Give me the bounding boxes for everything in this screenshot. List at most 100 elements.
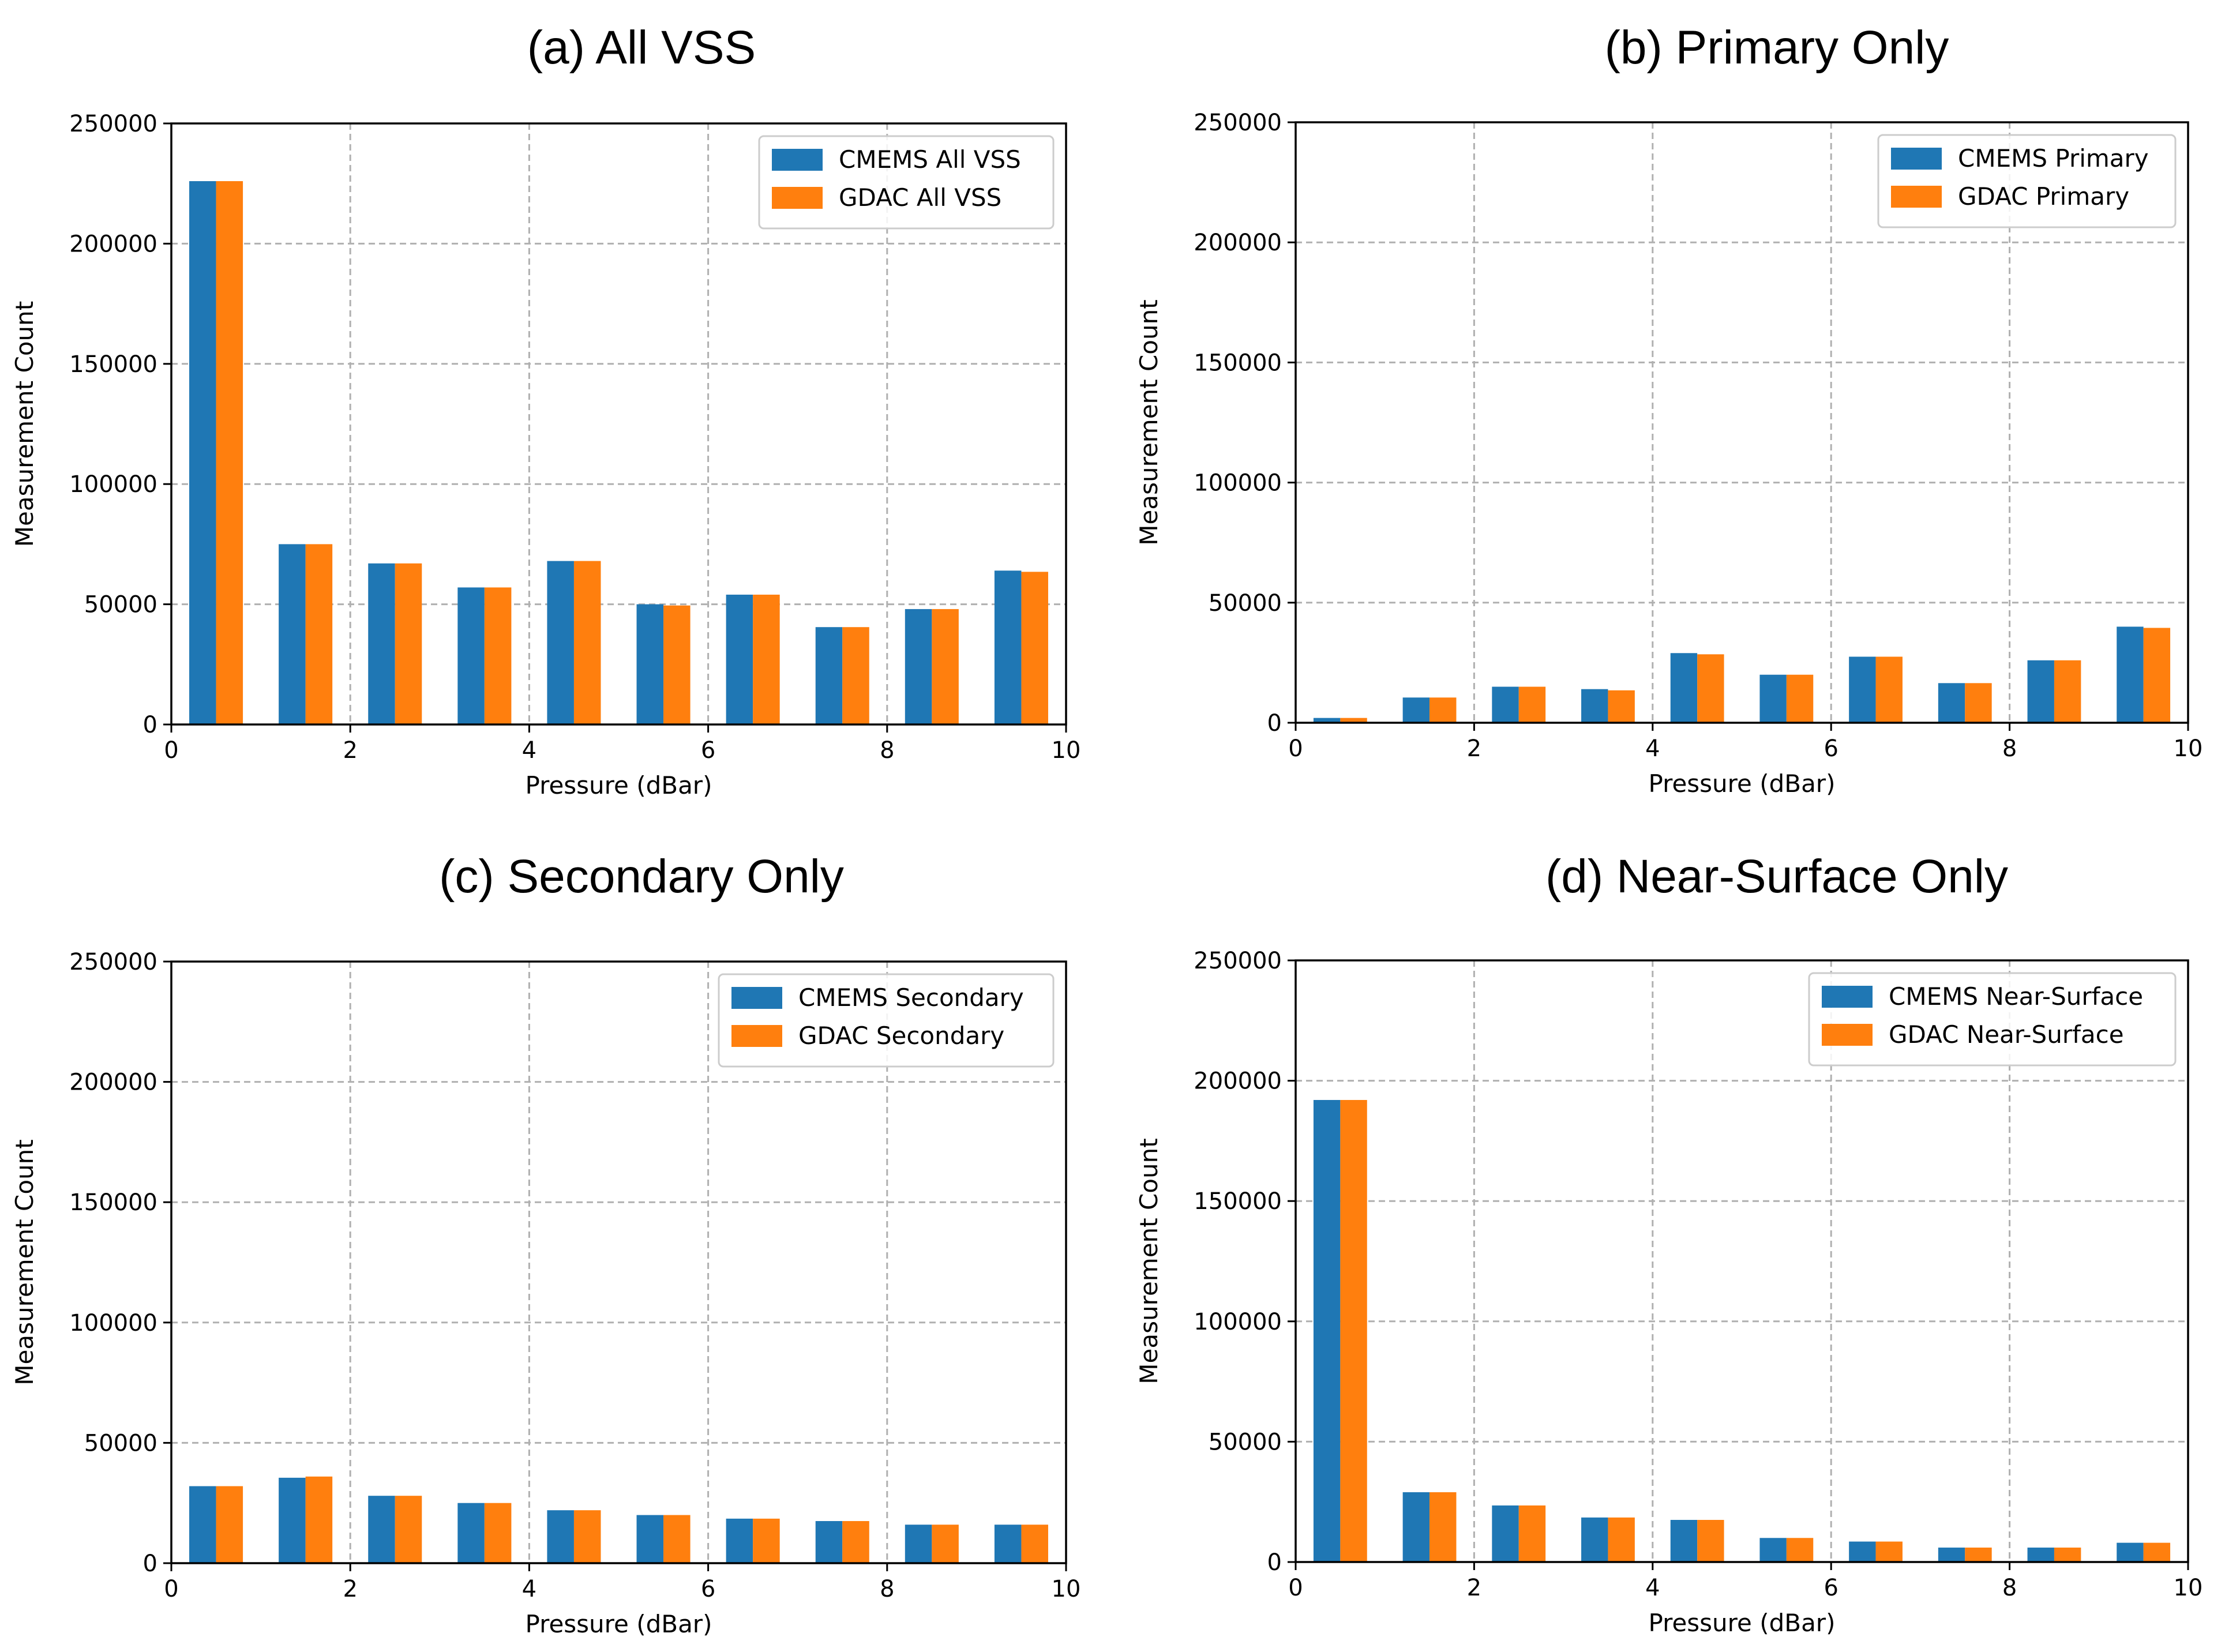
x-axis-label: Pressure (dBar) xyxy=(526,1610,712,1638)
bar-gdac xyxy=(2054,660,2081,723)
x-tick-label: 2 xyxy=(343,737,357,764)
bar-gdac xyxy=(1518,686,1546,723)
y-tick-label: 100000 xyxy=(1194,470,1282,497)
bar-cmems xyxy=(815,1520,843,1563)
bar-cmems xyxy=(189,181,216,725)
y-tick-label: 50000 xyxy=(1209,590,1282,617)
x-axis-label: Pressure (dBar) xyxy=(526,771,712,799)
x-tick-label: 0 xyxy=(164,737,178,764)
chart-panel-2: (b) Primary Only 0 2 4 6 8 10 0 50000 100000 15000… xyxy=(1135,21,2203,798)
bar-gdac xyxy=(1697,654,1724,723)
legend-swatch xyxy=(731,1025,782,1047)
bar-gdac xyxy=(305,1476,333,1563)
bar-cmems xyxy=(1492,686,1519,723)
bar-cmems xyxy=(726,1518,753,1563)
y-tick-label: 200000 xyxy=(1194,1068,1282,1095)
bar-gdac xyxy=(395,563,422,724)
x-tick-label: 4 xyxy=(1645,735,1660,762)
x-tick-label: 6 xyxy=(1823,1575,1838,1601)
chart-title: (c) Secondary Only xyxy=(439,850,844,903)
y-tick-label: 0 xyxy=(143,712,157,738)
bar-cmems xyxy=(1670,653,1698,723)
x-tick-label: 8 xyxy=(880,1576,894,1602)
axes-frame xyxy=(170,122,1067,726)
y-tick-label: 250000 xyxy=(1194,110,1282,136)
x-tick-label: 4 xyxy=(522,1576,536,1602)
bar-gdac xyxy=(1429,697,1457,723)
legend-label: GDAC Secondary xyxy=(798,1022,1004,1050)
bar-gdac xyxy=(842,1520,869,1563)
x-tick-label: 4 xyxy=(1645,1575,1660,1601)
bar-gdac xyxy=(1340,718,1367,723)
y-tick-label: 250000 xyxy=(69,949,157,975)
y-tick-label: 0 xyxy=(1267,1549,1282,1576)
legend-label: GDAC Primary xyxy=(1958,182,2129,211)
bar-gdac xyxy=(1340,1099,1367,1562)
legend-box xyxy=(718,973,1055,1068)
bar-gdac xyxy=(1965,683,1992,723)
x-tick-label: 6 xyxy=(701,1576,715,1602)
y-axis-label: Measurement Count xyxy=(10,1139,39,1385)
legend-label: GDAC All VSS xyxy=(839,183,1001,212)
bar-gdac xyxy=(1518,1505,1546,1562)
legend-box xyxy=(1808,972,2177,1067)
bar-cmems xyxy=(279,1477,306,1563)
x-tick-label: 2 xyxy=(343,1576,357,1602)
x-tick-label: 10 xyxy=(1052,1576,1081,1602)
bar-gdac xyxy=(1965,1547,1992,1562)
bar-gdac xyxy=(573,1510,601,1563)
bar-gdac xyxy=(663,1515,691,1563)
bar-gdac xyxy=(1786,674,1814,723)
bar-cmems xyxy=(726,594,753,724)
y-tick-label: 200000 xyxy=(69,1069,157,1096)
legend-swatch xyxy=(731,987,782,1009)
x-tick-label: 8 xyxy=(2002,735,2017,762)
bar-gdac xyxy=(216,1486,243,1563)
y-tick-label: 150000 xyxy=(1194,350,1282,376)
legend-label: GDAC Near-Surface xyxy=(1889,1020,2124,1049)
bar-cmems xyxy=(636,1515,664,1563)
bar-cmems xyxy=(1313,718,1341,723)
y-tick-label: 0 xyxy=(143,1550,157,1577)
y-tick-label: 250000 xyxy=(1194,948,1282,974)
bar-gdac xyxy=(1608,1517,1635,1562)
x-tick-label: 2 xyxy=(1467,1575,1481,1601)
x-tick-label: 4 xyxy=(522,737,536,764)
bar-cmems xyxy=(2027,1547,2054,1562)
bar-gdac xyxy=(1875,656,1903,723)
bar-gdac xyxy=(573,561,601,724)
x-axis-label: Pressure (dBar) xyxy=(1649,1609,1836,1637)
bar-gdac xyxy=(932,1525,959,1563)
x-tick-label: 10 xyxy=(2174,1575,2203,1601)
bar-gdac xyxy=(932,609,959,724)
bar-cmems xyxy=(1402,1492,1430,1562)
x-tick-label: 0 xyxy=(1288,1575,1303,1601)
y-tick-label: 200000 xyxy=(69,231,157,257)
axes-frame xyxy=(1295,959,2189,1563)
y-tick-label: 50000 xyxy=(1209,1429,1282,1455)
y-tick-label: 100000 xyxy=(69,471,157,498)
bar-gdac xyxy=(2054,1547,2081,1562)
bar-cmems xyxy=(1849,656,1876,723)
legend-label: CMEMS Primary xyxy=(1958,144,2149,172)
x-tick-label: 6 xyxy=(701,737,715,764)
bar-cmems xyxy=(457,587,485,724)
bar-cmems xyxy=(368,1496,395,1563)
axes-frame xyxy=(1295,121,2189,724)
y-tick-label: 0 xyxy=(1267,710,1282,737)
chart-panel-1: (a) All VSS 0 2 4 6 8 10 0 50000 100000 150000 2000… xyxy=(10,21,1080,799)
bar-cmems xyxy=(1938,1547,1965,1562)
axes-frame xyxy=(170,960,1067,1564)
bar-cmems xyxy=(1938,683,1965,723)
x-tick-label: 8 xyxy=(880,737,894,764)
x-tick-label: 6 xyxy=(1823,735,1838,762)
x-tick-label: 8 xyxy=(2002,1575,2017,1601)
bar-cmems xyxy=(2117,626,2144,723)
legend-swatch xyxy=(1822,986,1873,1008)
y-axis-label: Measurement Count xyxy=(1135,1138,1163,1384)
bar-cmems xyxy=(368,563,395,724)
bar-cmems xyxy=(1313,1099,1341,1562)
bar-gdac xyxy=(484,1503,512,1563)
bar-cmems xyxy=(994,570,1022,724)
